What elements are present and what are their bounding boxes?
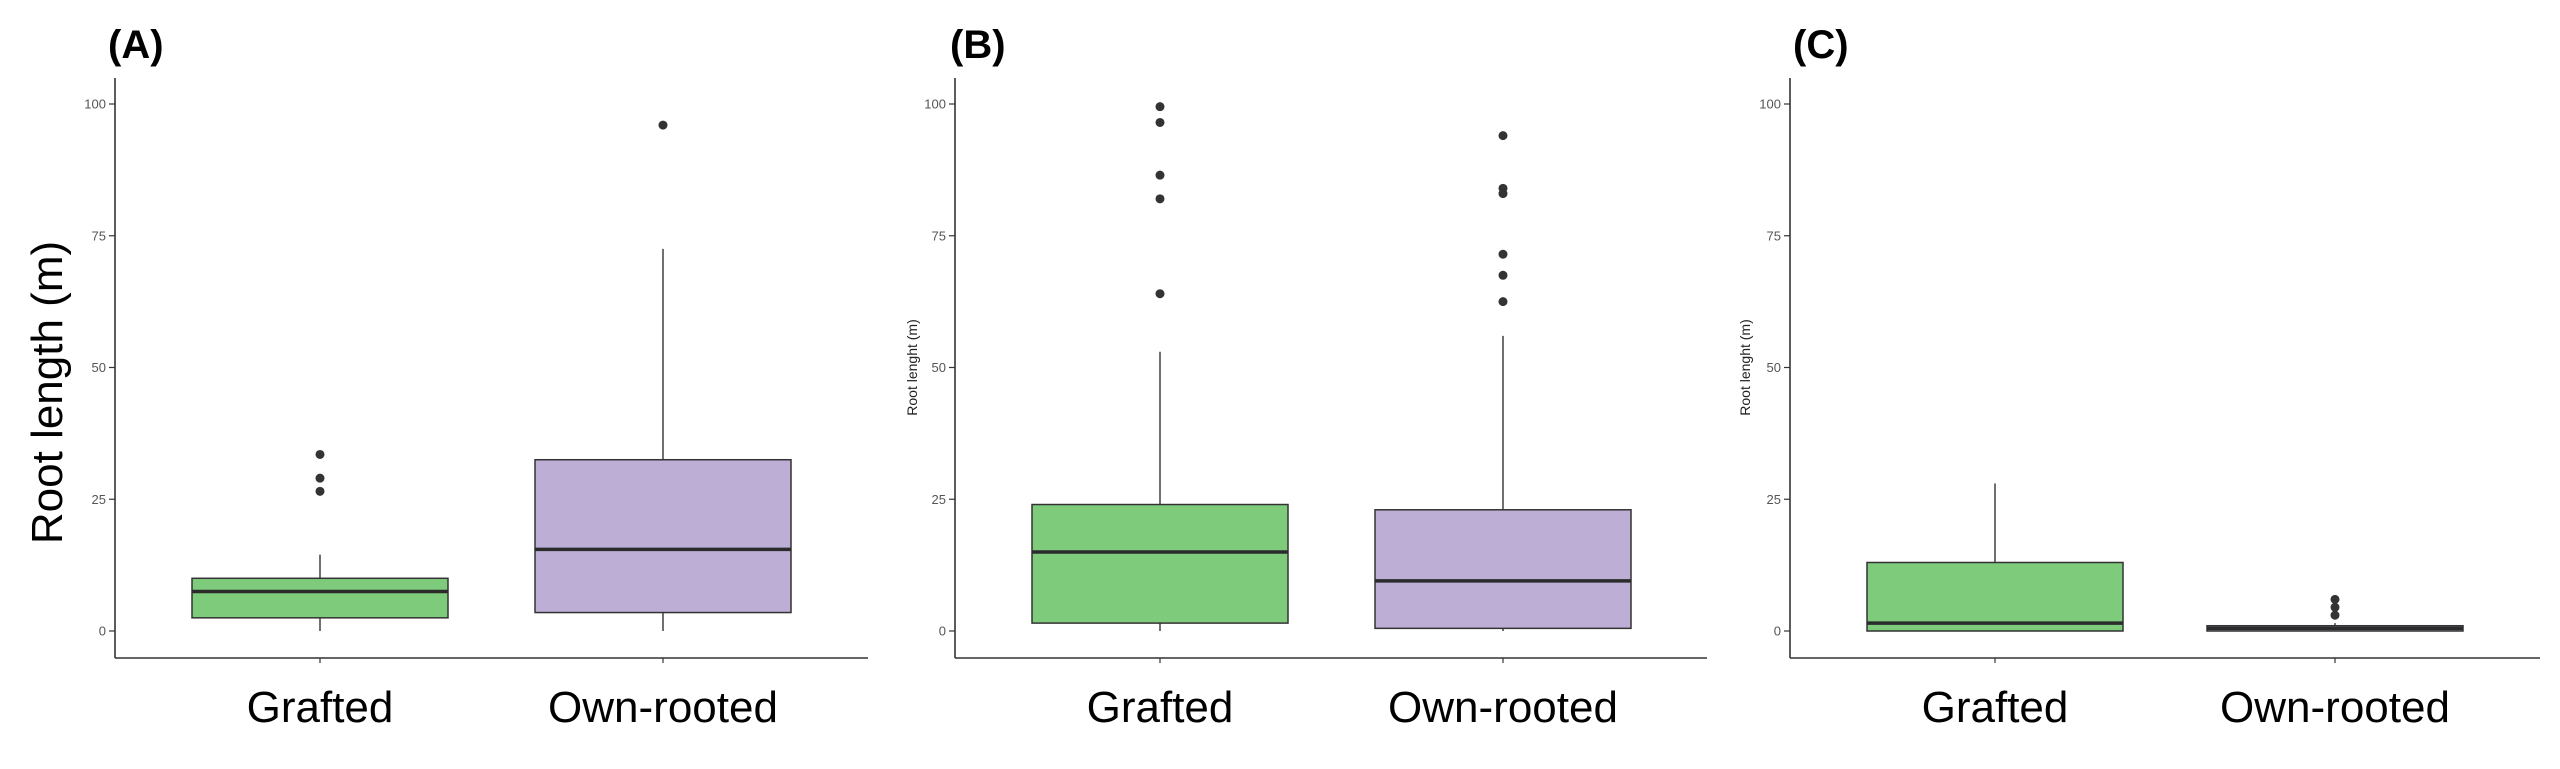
iqr-box <box>191 577 449 619</box>
iqr-box <box>1031 503 1289 624</box>
outlier-point <box>2330 610 2340 620</box>
outlier-point <box>1498 249 1508 259</box>
box-grafted: Grafted <box>191 449 449 732</box>
y-tick-label: 100 <box>924 97 946 112</box>
outlier-point <box>315 486 325 496</box>
y-tick-label: 0 <box>939 624 946 639</box>
panel-c: (C) Root lenght (m) 0 25 50 75 100 Grafted Own-r… <box>1737 23 2540 732</box>
outlier-point <box>1498 270 1508 280</box>
box-grafted: Grafted <box>1866 483 2124 732</box>
iqr-box <box>534 458 792 614</box>
outlier-point <box>658 120 668 130</box>
panel-a: (A) Root length (m) 0 25 50 75 100 Grafted Own-r… <box>23 23 868 732</box>
y-tick-label: 25 <box>932 492 946 507</box>
x-tick-label: Own-rooted <box>548 683 778 732</box>
outlier-point <box>1155 102 1165 112</box>
outlier-point <box>2330 594 2340 604</box>
x-tick-label: Grafted <box>247 683 394 732</box>
y-tick-label: 50 <box>92 360 106 375</box>
y-tick-label: 25 <box>92 492 106 507</box>
y-tick-label: 0 <box>1774 624 1781 639</box>
y-tick-label: 25 <box>1767 492 1781 507</box>
box-grafted: Grafted <box>1031 102 1289 732</box>
y-tick-label: 0 <box>99 624 106 639</box>
x-tick-label: Grafted <box>1922 683 2069 732</box>
outlier-point <box>1498 297 1508 307</box>
y-tick-label: 100 <box>84 97 106 112</box>
x-tick-label: Own-rooted <box>1388 683 1618 732</box>
panel-label: (C) <box>1793 23 1849 67</box>
y-tick-label: 50 <box>932 360 946 375</box>
outlier-point <box>1498 131 1508 141</box>
outlier-point <box>1498 183 1508 193</box>
panel-label: (A) <box>108 23 164 67</box>
box-own-rooted: Own-rooted <box>1374 131 1632 732</box>
outlier-point <box>2330 602 2340 612</box>
outlier-point <box>1155 194 1165 204</box>
box-own-rooted: Own-rooted <box>2206 594 2464 732</box>
y-tick-label: 50 <box>1767 360 1781 375</box>
panel-label: (B) <box>950 23 1006 67</box>
x-tick-label: Grafted <box>1087 683 1234 732</box>
x-tick-label: Own-rooted <box>2220 683 2450 732</box>
box-own-rooted: Own-rooted <box>534 120 792 732</box>
outlier-point <box>1155 170 1165 180</box>
y-tick-label: 75 <box>92 228 106 243</box>
outlier-point <box>1155 117 1165 127</box>
y-axis-label: Root length (m) <box>23 241 72 544</box>
y-axis-label: Root lenght (m) <box>1737 319 1753 415</box>
outlier-point <box>315 473 325 483</box>
panel-b: (B) Root lenght (m) 0 25 50 75 100 Grafted Own-r… <box>904 23 1707 732</box>
y-tick-label: 100 <box>1759 97 1781 112</box>
y-tick-label: 75 <box>932 228 946 243</box>
outlier-point <box>315 449 325 459</box>
y-tick-label: 75 <box>1767 228 1781 243</box>
outlier-point <box>1155 289 1165 299</box>
y-axis-label: Root lenght (m) <box>904 319 920 415</box>
iqr-box <box>1374 509 1632 630</box>
iqr-box <box>1866 561 2124 632</box>
